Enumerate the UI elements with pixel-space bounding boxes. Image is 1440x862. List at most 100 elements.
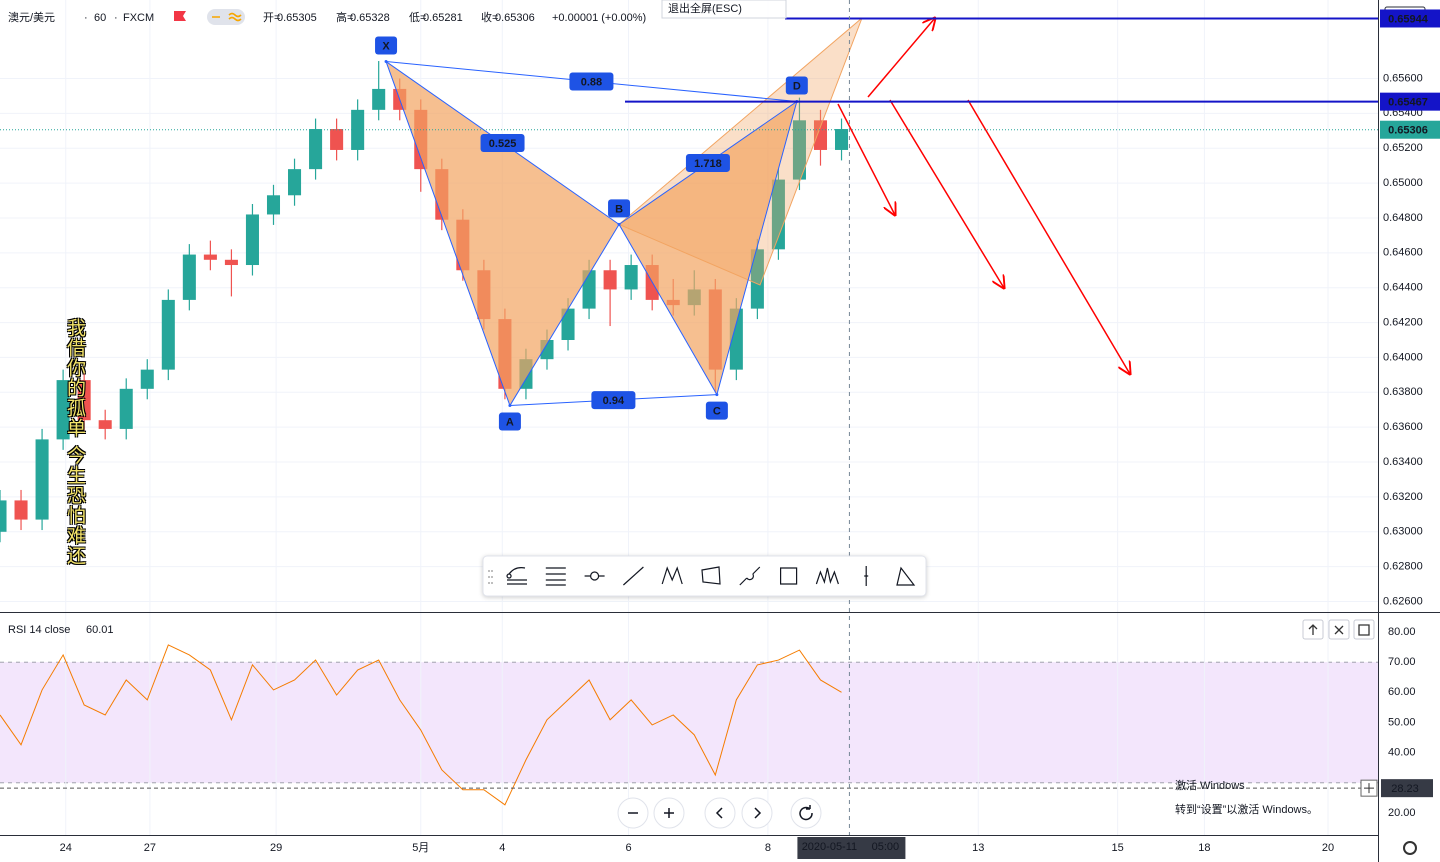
y-tick-label: 0.64800 [1383,212,1423,224]
nav-button[interactable] [790,797,822,829]
y-tick-label: 60.00 [1388,686,1416,698]
nav-icon [799,805,813,821]
candle-body [161,299,175,370]
candle-body [245,214,259,266]
rsi-tag [1381,779,1433,798]
pane-button[interactable] [1353,619,1375,640]
drawing-tool[interactable] [584,571,605,581]
pattern-line [509,224,620,406]
toggle-icon [212,12,242,22]
toolbar-grip [488,570,493,584]
y-tick-label: 0.63600 [1383,421,1423,433]
candle-body [792,120,806,180]
pattern-fill [386,61,620,406]
x-tick-label: 15 [1112,842,1124,854]
candle-body [288,169,302,196]
exit-fullscreen[interactable] [661,0,787,19]
candle-body [0,500,7,532]
candle-body [56,380,70,440]
pattern-point [715,393,719,397]
rsi-title: RSI 14 close [8,624,70,636]
symbol: 澳元/美元 [8,11,55,24]
toolbar [482,555,927,597]
y-tick-label: 0.64200 [1383,316,1423,328]
ratio-label: 0.94 [603,395,625,407]
drawing-tool[interactable] [506,567,527,585]
drawing-tool[interactable] [622,566,644,586]
y-tick-label: 0.65600 [1383,72,1423,84]
ratio-box [591,391,636,410]
candle-body [771,179,785,250]
y-tick-label: 0.63400 [1383,456,1423,468]
watermark-title: 激活 Windows [1175,778,1245,792]
point-label: A [506,416,514,428]
nav-button[interactable] [704,797,736,829]
separator: · [84,12,88,24]
arrow [967,99,1130,374]
ratio-box [480,133,525,152]
exit-fullscreen-label: 退出全屏(ESC) [668,1,742,15]
pattern-point [508,404,512,408]
x-tick-label: 24 [60,842,72,854]
candle-body [35,439,49,520]
candle-body [750,249,764,309]
pattern-line [716,101,798,395]
candle-body [182,254,196,300]
point-box [498,412,521,431]
candle-body [224,259,238,266]
point-box [705,401,728,420]
crosshair-box [797,837,906,859]
x-tick-label: 4 [499,842,505,854]
point-label: C [713,405,721,417]
y-tick-label: 0.64000 [1383,351,1423,363]
price-tag [1380,92,1440,111]
point-box [785,76,808,95]
x-tick-label: 13 [972,842,984,854]
x-tick-label: 8 [765,842,771,854]
candle-body [330,129,344,150]
point-box [375,36,398,55]
x-tick-label: 27 [144,842,156,854]
drawing-tool[interactable] [739,566,761,586]
candle-body [603,270,617,290]
pattern-line [385,61,511,406]
ratio-label: 0.525 [489,138,517,150]
x-tick-label: 20 [1322,842,1334,854]
candle-body [813,120,828,150]
change: +0.00001 (+0.00%) [552,12,646,24]
y-tick-label: 40.00 [1388,747,1416,759]
nav-icon [715,807,723,819]
drawings [837,18,1130,374]
point-label: D [793,80,801,92]
toggle[interactable] [207,9,245,25]
side-caption: 我借你的孤单 今生恐怕难还 [64,318,86,566]
ohlc-value: 0.65281 [423,12,463,24]
drawing-tool[interactable] [815,567,839,585]
pane-button-icon [1308,624,1318,635]
pattern-point [384,60,388,64]
bottom-axis-bg [0,835,1378,862]
pattern-fill [619,101,797,395]
rsi-line [0,644,842,806]
ratio-label: 1.718 [694,158,722,170]
drawing-tool[interactable] [864,566,869,586]
drawing-tool[interactable] [661,566,683,585]
flag-icon[interactable] [174,11,186,21]
price-tag-label: 0.65467 [1388,97,1428,109]
price-tag-label: 0.65306 [1388,125,1428,137]
ohlc-value: 0.65306 [495,12,535,24]
drawing-tool[interactable] [545,567,566,586]
pattern-line [618,224,718,395]
nav-button[interactable] [741,797,773,829]
drawing-tool[interactable] [896,566,916,586]
point-label: B [615,203,623,215]
y-tick-label: 0.65000 [1383,177,1423,189]
drawing-tool[interactable] [701,566,721,585]
candle-body [98,420,112,429]
y-tick-label: 0.63200 [1383,491,1423,503]
settings-icon[interactable] [1403,841,1417,855]
candle-body [624,265,638,290]
drawing-tool[interactable] [779,567,798,585]
